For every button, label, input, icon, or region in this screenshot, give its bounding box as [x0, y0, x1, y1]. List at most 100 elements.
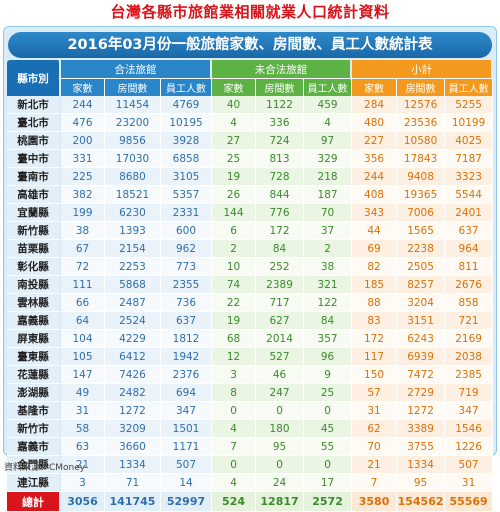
cell-unlicensed-count: 6	[212, 222, 257, 240]
cell-unlicensed-rooms: 813	[256, 150, 305, 168]
cell-unlicensed-count: 3	[212, 366, 257, 384]
county-name-cell: 嘉義市	[7, 438, 61, 456]
cell-legal-count: 21	[61, 456, 105, 474]
cell-legal-count: 38	[61, 222, 105, 240]
cell-unlicensed-rooms: 1122	[256, 96, 305, 114]
cell-legal-staff: 2355	[161, 276, 213, 294]
county-column-header: 縣市別	[7, 60, 61, 96]
table-row: 屏東縣 104 4229 1812 68 2014 357 172 6243 2169	[7, 330, 494, 348]
cell-legal-rooms: 8680	[105, 168, 161, 186]
county-name-cell: 新竹縣	[7, 222, 61, 240]
cell-legal-rooms: 6412	[105, 348, 161, 366]
table-row: 雲林縣 66 2487 736 22 717 122 88 3204 858	[7, 294, 494, 312]
cell-subtotal-count: 117	[352, 348, 398, 366]
cell-subtotal-rooms: 9408	[397, 168, 446, 186]
county-name-cell: 屏東縣	[7, 330, 61, 348]
cell-unlicensed-staff: 37	[304, 222, 353, 240]
cell-legal-rooms: 3209	[105, 420, 161, 438]
cell-unlicensed-count: 10	[212, 258, 257, 276]
cell-subtotal-rooms: 3755	[397, 438, 446, 456]
cell-legal-rooms: 11454	[105, 96, 161, 114]
cell-unlicensed-rooms: 527	[256, 348, 305, 366]
cell-subtotal-rooms: 2238	[397, 240, 446, 258]
cell-legal-staff: 14	[161, 474, 213, 492]
cell-unlicensed-count: 524	[212, 492, 257, 512]
cell-subtotal-count: 57	[352, 384, 398, 402]
table-row: 嘉義縣 64 2524 637 19 627 84 83 3151 721	[7, 312, 494, 330]
cell-unlicensed-rooms: 0	[256, 402, 305, 420]
table-row: 金門縣 21 1334 507 0 0 0 21 1334 507	[7, 456, 494, 474]
cell-legal-staff: 6858	[161, 150, 213, 168]
county-name-cell: 南投縣	[7, 276, 61, 294]
cell-unlicensed-count: 27	[212, 132, 257, 150]
cell-unlicensed-staff: 96	[304, 348, 353, 366]
cell-subtotal-count: 3580	[352, 492, 398, 512]
cell-unlicensed-count: 0	[212, 402, 257, 420]
table-title-banner: 2016年03月份一般旅館家數、房間數、員工人數統計表	[8, 32, 492, 58]
cell-legal-rooms: 5868	[105, 276, 161, 294]
col-header-legal-staff: 員工人數	[161, 79, 213, 96]
cell-subtotal-count: 185	[352, 276, 398, 294]
cell-unlicensed-count: 68	[212, 330, 257, 348]
cell-subtotal-staff: 964	[445, 240, 494, 258]
cell-legal-count: 244	[61, 96, 105, 114]
cell-legal-staff: 1501	[161, 420, 213, 438]
col-header-legal-rooms: 房間數	[105, 79, 161, 96]
table-row: 彰化縣 72 2253 773 10 252 38 82 2505 811	[7, 258, 494, 276]
cell-legal-staff: 3928	[161, 132, 213, 150]
cell-subtotal-count: 70	[352, 438, 398, 456]
cell-legal-rooms: 1393	[105, 222, 161, 240]
cell-subtotal-count: 284	[352, 96, 398, 114]
cell-subtotal-rooms: 7472	[397, 366, 446, 384]
cell-subtotal-count: 83	[352, 312, 398, 330]
cell-legal-rooms: 1272	[105, 402, 161, 420]
cell-unlicensed-rooms: 728	[256, 168, 305, 186]
cell-subtotal-staff: 4025	[445, 132, 494, 150]
cell-subtotal-staff: 10199	[445, 114, 494, 132]
cell-unlicensed-count: 7	[212, 438, 257, 456]
cell-unlicensed-rooms: 336	[256, 114, 305, 132]
cell-legal-count: 49	[61, 384, 105, 402]
cell-subtotal-staff: 1546	[445, 420, 494, 438]
cell-legal-staff: 637	[161, 312, 213, 330]
col-header-unlicensed-rooms: 房間數	[256, 79, 305, 96]
cell-subtotal-rooms: 7006	[397, 204, 446, 222]
cell-legal-rooms: 2154	[105, 240, 161, 258]
county-name-cell: 臺北市	[7, 114, 61, 132]
cell-unlicensed-rooms: 46	[256, 366, 305, 384]
cell-unlicensed-count: 2	[212, 240, 257, 258]
county-name-cell: 臺中市	[7, 150, 61, 168]
cell-subtotal-rooms: 12576	[397, 96, 446, 114]
cell-legal-staff: 507	[161, 456, 213, 474]
cell-legal-count: 58	[61, 420, 105, 438]
cell-unlicensed-staff: 321	[304, 276, 353, 294]
cell-subtotal-staff: 31	[445, 474, 494, 492]
cell-subtotal-count: 44	[352, 222, 398, 240]
cell-subtotal-count: 21	[352, 456, 398, 474]
county-name-cell: 連江縣	[7, 474, 61, 492]
cell-unlicensed-count: 40	[212, 96, 257, 114]
cell-subtotal-staff: 2038	[445, 348, 494, 366]
cell-unlicensed-staff: 357	[304, 330, 353, 348]
cell-subtotal-rooms: 3151	[397, 312, 446, 330]
cell-subtotal-staff: 1226	[445, 438, 494, 456]
table-row: 桃園市 200 9856 3928 27 724 97 227 10580 4025	[7, 132, 494, 150]
cell-unlicensed-staff: 9	[304, 366, 353, 384]
cell-unlicensed-rooms: 2014	[256, 330, 305, 348]
cell-unlicensed-count: 74	[212, 276, 257, 294]
cell-subtotal-count: 356	[352, 150, 398, 168]
cell-legal-rooms: 2487	[105, 294, 161, 312]
cell-legal-staff: 347	[161, 402, 213, 420]
table-row: 宜蘭縣 199 6230 2331 144 776 70 343 7006 2401	[7, 204, 494, 222]
cell-legal-rooms: 2524	[105, 312, 161, 330]
cell-subtotal-rooms: 3204	[397, 294, 446, 312]
cell-subtotal-rooms: 23536	[397, 114, 446, 132]
cell-subtotal-count: 82	[352, 258, 398, 276]
cell-legal-staff: 5357	[161, 186, 213, 204]
cell-legal-count: 147	[61, 366, 105, 384]
cell-unlicensed-staff: 70	[304, 204, 353, 222]
cell-legal-count: 72	[61, 258, 105, 276]
hotel-statistics-table: 縣市別 合法旅館 未合法旅館 小計 家數 房間數 員工人數 家數 房間數 員工人…	[7, 60, 494, 512]
cell-unlicensed-count: 22	[212, 294, 257, 312]
cell-legal-count: 225	[61, 168, 105, 186]
